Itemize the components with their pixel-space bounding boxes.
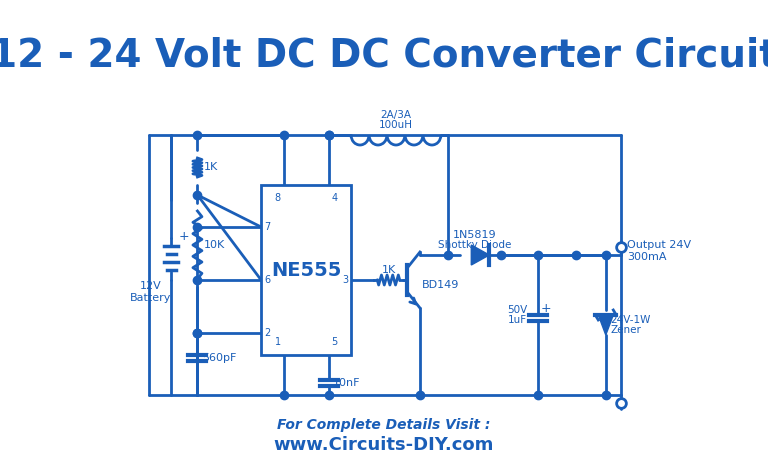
Text: 100uH: 100uH — [379, 120, 413, 130]
Text: 300mA: 300mA — [627, 252, 667, 262]
Text: +: + — [541, 301, 551, 315]
Text: Shottky Diode: Shottky Diode — [438, 240, 511, 250]
Polygon shape — [598, 315, 614, 335]
Text: +: + — [179, 229, 190, 243]
Text: Battery: Battery — [130, 293, 171, 303]
Text: 2: 2 — [264, 328, 270, 338]
Text: 560pF: 560pF — [202, 353, 237, 363]
Text: 2A/3A: 2A/3A — [380, 110, 412, 120]
Text: 12V: 12V — [139, 281, 161, 291]
Text: 10K: 10K — [204, 240, 225, 250]
Text: 50V: 50V — [507, 305, 527, 315]
Text: BD149: BD149 — [422, 280, 459, 290]
Text: 1K: 1K — [382, 265, 396, 275]
Text: 4: 4 — [332, 193, 338, 203]
Text: 1N5819: 1N5819 — [453, 230, 496, 240]
Text: 7: 7 — [264, 222, 270, 232]
Text: 12 - 24 Volt DC DC Converter Circuit: 12 - 24 Volt DC DC Converter Circuit — [0, 36, 768, 74]
Text: 1: 1 — [274, 337, 280, 347]
Text: 3: 3 — [342, 275, 348, 285]
Text: 1uF: 1uF — [508, 315, 527, 325]
Text: Zener: Zener — [611, 325, 641, 335]
Text: 10nF: 10nF — [333, 378, 360, 388]
Polygon shape — [472, 245, 489, 265]
Text: For Complete Details Visit :: For Complete Details Visit : — [277, 418, 491, 432]
Text: 24V-1W: 24V-1W — [611, 315, 650, 325]
Text: 5: 5 — [332, 337, 338, 347]
Text: NE555: NE555 — [271, 261, 341, 280]
Text: 8: 8 — [274, 193, 280, 203]
FancyBboxPatch shape — [261, 185, 351, 355]
Text: Output 24V: Output 24V — [627, 240, 691, 250]
Text: www.Circuits-DIY.com: www.Circuits-DIY.com — [274, 436, 494, 454]
Text: 6: 6 — [264, 275, 270, 285]
Text: 1K: 1K — [204, 163, 217, 173]
